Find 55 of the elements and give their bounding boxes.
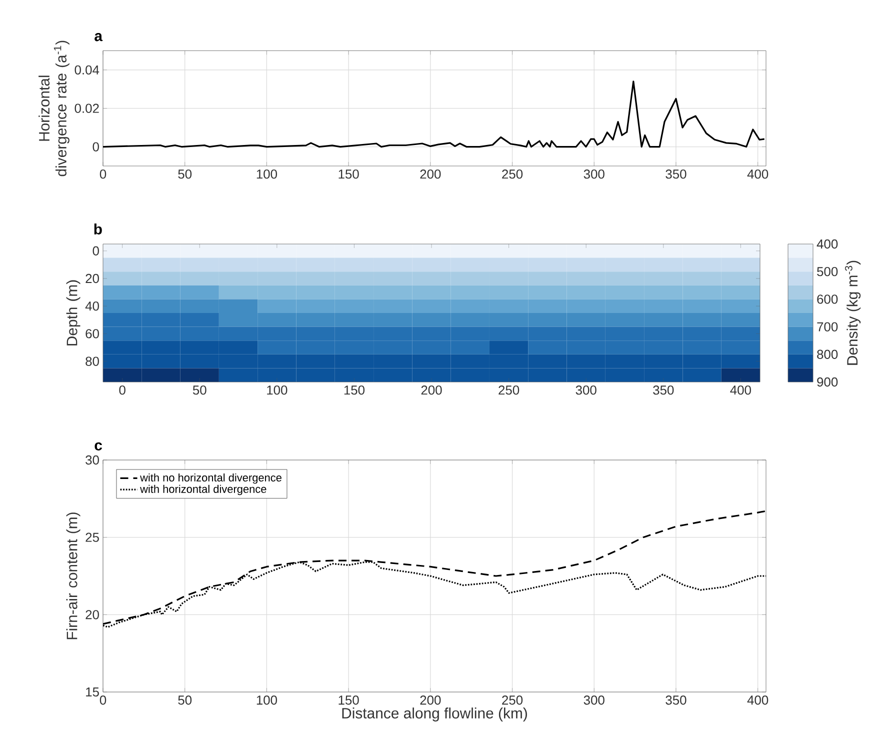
x-tick-label: 0 (119, 386, 126, 395)
y-tick-label: 25 (86, 532, 99, 542)
x-tick-label: 150 (338, 696, 359, 705)
x-tick-label: 350 (653, 386, 674, 395)
x-tick-label: 200 (420, 170, 441, 179)
x-axis-title: Distance along flowline (km) (342, 708, 527, 722)
x-tick-label: 400 (747, 696, 768, 705)
x-tick-label: 250 (502, 696, 523, 705)
legend-label: with no horizontal divergence (140, 473, 282, 484)
x-tick-label: 300 (584, 696, 604, 705)
color-bar-label: 600 (817, 294, 838, 304)
x-tick-label: 100 (256, 696, 278, 705)
chart-title: b (94, 224, 102, 234)
chart-title: a (94, 33, 103, 42)
y-tick-label: 80 (86, 356, 99, 366)
color-bar-title: Density (kg m$^{-3}$) (844, 260, 861, 365)
x-tick-label: 250 (498, 386, 520, 395)
color-bar-label: 400 (816, 239, 838, 249)
x-tick-label: 250 (502, 170, 523, 179)
x-tick-label: 150 (344, 386, 365, 395)
x-tick-label: 100 (256, 170, 278, 179)
x-tick-label: 50 (192, 386, 206, 395)
color-bar-label: 800 (817, 350, 838, 359)
x-tick-label: 300 (584, 170, 604, 179)
y-tick-label: 0.04 (74, 65, 100, 74)
y-axis-title: Firn-air content (m) (66, 512, 80, 640)
x-tick-label: 200 (420, 696, 441, 705)
color-bar-label: 700 (817, 322, 838, 332)
chart-title: c (94, 442, 102, 450)
x-tick-label: 100 (267, 386, 288, 395)
y-tick-label: 0 (92, 142, 99, 152)
x-tick-label: 0 (100, 170, 106, 179)
x-tick-label: 400 (747, 170, 768, 179)
x-tick-label: 350 (666, 170, 686, 179)
color-bar-label: 500 (817, 267, 838, 276)
y-tick-label: 30 (86, 455, 99, 465)
y-tick-label: 0.02 (74, 104, 99, 113)
x-tick-label: 300 (576, 386, 596, 395)
color-bar-label: 900 (817, 377, 838, 387)
x-tick-label: 350 (666, 696, 686, 705)
y-axis-title: Depth (m) (66, 280, 80, 346)
y-axis-title: Horizontal divergence rate (a$^{-1}$) (38, 40, 70, 176)
y-tick-label: 15 (86, 687, 99, 697)
x-tick-label: 150 (338, 170, 359, 179)
x-tick-label: 200 (421, 386, 442, 395)
legend-label: with horizontal divergence (140, 484, 266, 496)
x-tick-label: 400 (730, 386, 751, 395)
y-tick-label: 20 (86, 274, 99, 284)
x-tick-label: 0 (100, 696, 106, 705)
y-tick-label: 20 (86, 610, 99, 620)
y-tick-label: 40 (85, 302, 99, 311)
y-tick-label: 60 (86, 329, 99, 338)
x-tick-label: 50 (178, 170, 192, 179)
x-tick-label: 50 (178, 696, 192, 705)
y-tick-label: 0 (92, 246, 99, 256)
